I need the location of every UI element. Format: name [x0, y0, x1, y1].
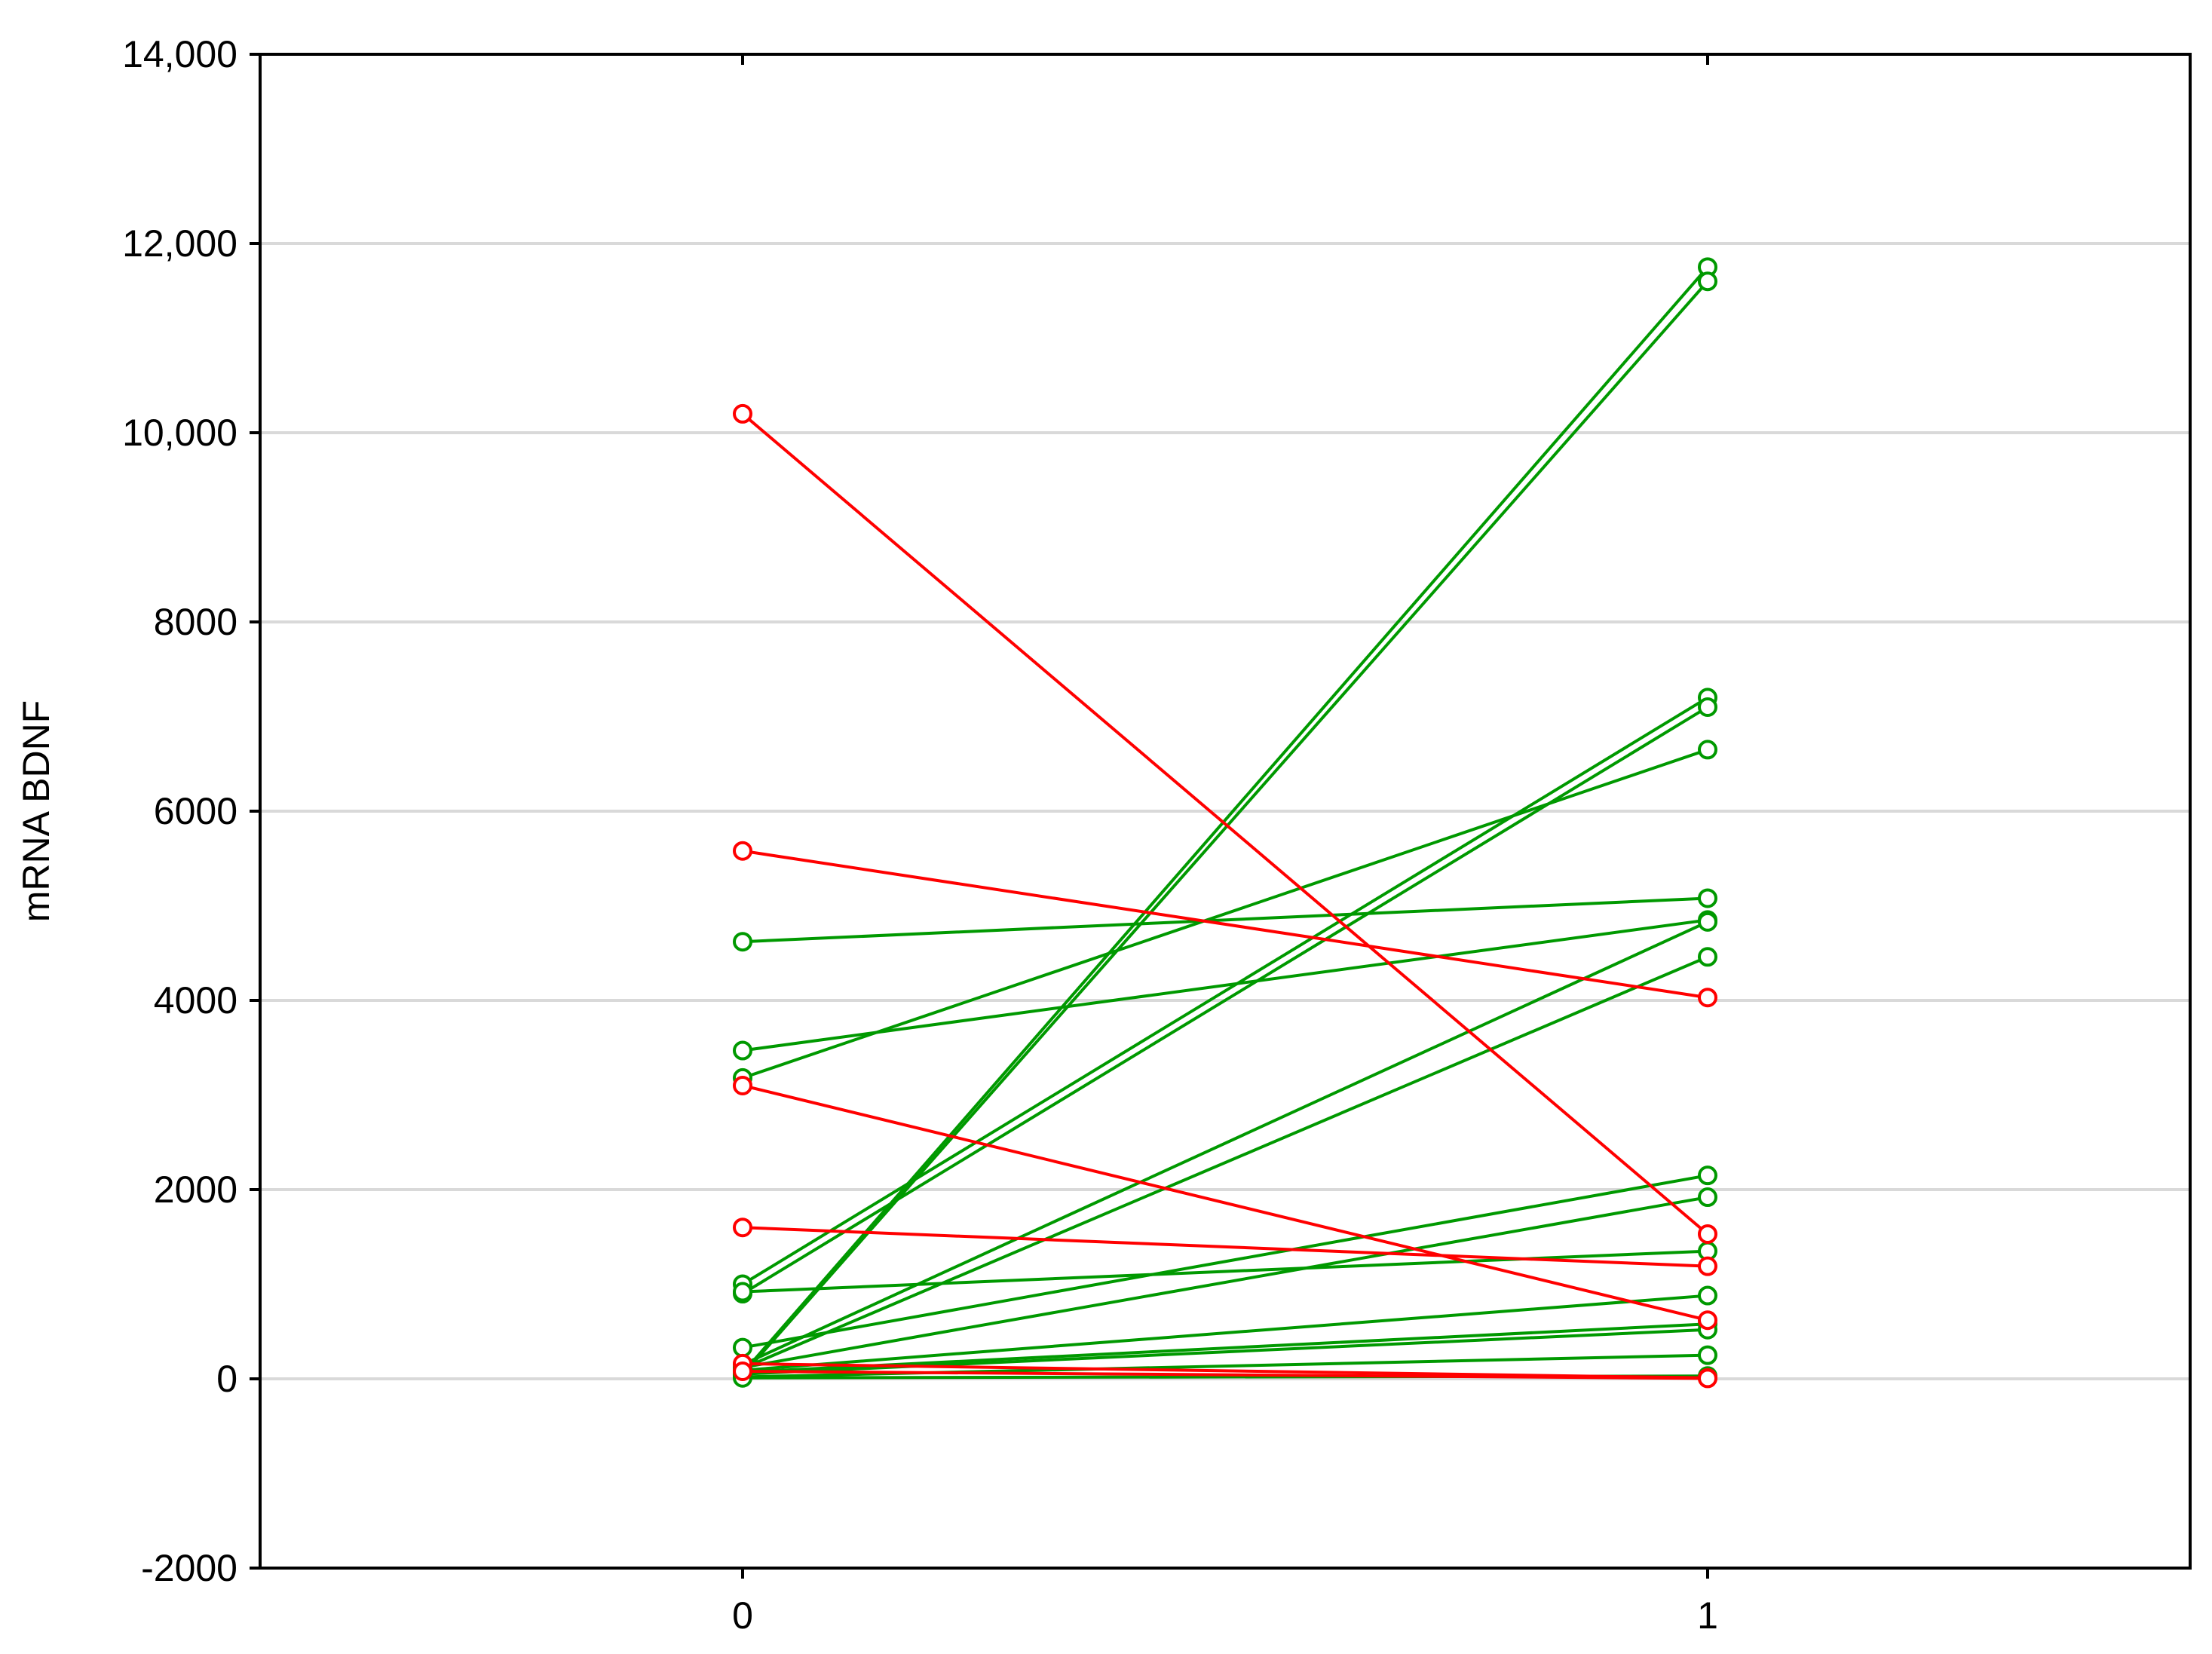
- series-decrease: [733, 403, 1717, 1244]
- data-point: [1698, 1256, 1717, 1276]
- x-tick-label: 1: [1697, 1594, 1718, 1637]
- series-line: [742, 1196, 1708, 1369]
- data-point: [1698, 1224, 1717, 1244]
- series-decrease: [733, 1361, 1717, 1389]
- series-decrease: [733, 1075, 1717, 1331]
- y-tick-label: 2000: [154, 1169, 237, 1211]
- series-line: [741, 266, 1709, 1374]
- y-tick-label: 10,000: [122, 412, 237, 454]
- data-point: [1698, 1187, 1717, 1208]
- data-point: [1698, 1165, 1717, 1186]
- series-line: [742, 955, 1708, 1371]
- series-line: [742, 1322, 1708, 1374]
- data-point: [733, 841, 752, 861]
- series-line: [742, 1361, 1708, 1380]
- gridlines: [260, 242, 2190, 1380]
- data-point: [1698, 988, 1717, 1008]
- series-decrease: [733, 1218, 1717, 1276]
- data-point: [733, 1040, 752, 1061]
- series-increase: [733, 947, 1717, 1379]
- data-point: [733, 1282, 752, 1302]
- y-axis-title: mRNA BDNF: [15, 700, 57, 922]
- data-point: [1698, 740, 1717, 760]
- data-point: [1698, 697, 1717, 717]
- data-point: [1698, 947, 1717, 967]
- series-line: [742, 1084, 1708, 1322]
- series-line: [741, 412, 1709, 1236]
- x-tick-label: 0: [732, 1594, 753, 1637]
- series-line: [742, 849, 1708, 1000]
- series-increase: [733, 1165, 1717, 1358]
- data-point: [1698, 1368, 1717, 1389]
- y-tick-label: 8000: [154, 601, 237, 643]
- data-point: [733, 1075, 752, 1095]
- y-tick-label: 14,000: [122, 33, 237, 75]
- series-line: [742, 1226, 1708, 1268]
- series-line: [742, 920, 1708, 1366]
- series-increase: [733, 257, 1717, 1383]
- series-line: [741, 280, 1709, 1377]
- y-tick-label: 0: [216, 1358, 237, 1400]
- series-line: [742, 1369, 1708, 1380]
- data-point: [1698, 1345, 1717, 1365]
- data-point: [1698, 888, 1717, 908]
- data-point: [1698, 1310, 1717, 1331]
- y-tick-label: 4000: [154, 979, 237, 1021]
- y-tick-label: 12,000: [122, 222, 237, 265]
- y-axis: -2000 0 2000 4000 6000 8000 10,000 12,000 14,000: [122, 33, 260, 1589]
- series-increase: [733, 1241, 1717, 1302]
- data-point: [1698, 271, 1717, 292]
- series-line: [742, 1294, 1708, 1372]
- series-line: [742, 1174, 1708, 1349]
- data-point: [733, 1361, 752, 1381]
- series-line: [742, 896, 1708, 944]
- data-point: [733, 1218, 752, 1238]
- series-line: [742, 1249, 1708, 1294]
- series-increase: [733, 271, 1717, 1385]
- series-increase: [733, 911, 1717, 1375]
- data-point: [733, 403, 752, 424]
- series-line: [742, 748, 1708, 1080]
- y-tick-label: -2000: [141, 1547, 237, 1589]
- data-point: [1698, 1285, 1717, 1306]
- y-tick-label: 6000: [154, 790, 237, 832]
- series-line: [742, 918, 1708, 1052]
- series-group: [733, 257, 1717, 1389]
- data-point: [733, 932, 752, 952]
- series-line: [741, 696, 1709, 1286]
- series-increase: [733, 888, 1717, 952]
- series-decrease: [733, 841, 1717, 1008]
- data-point: [1698, 911, 1717, 932]
- data-point: [733, 1337, 752, 1358]
